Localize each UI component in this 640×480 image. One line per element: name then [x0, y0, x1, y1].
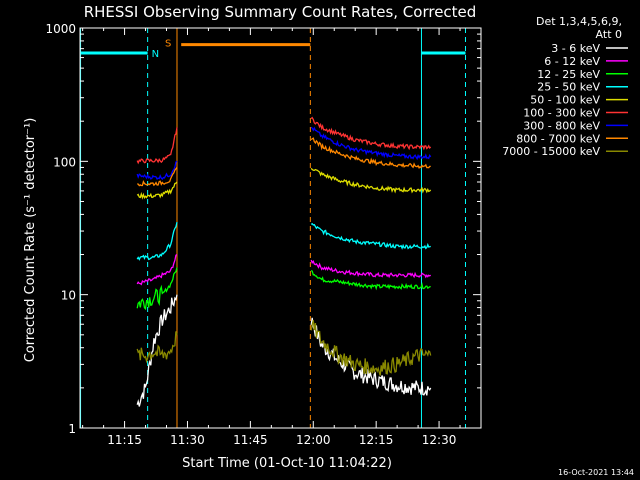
y-tick-label: 1000	[45, 22, 76, 36]
series-100-300keV	[136, 116, 432, 165]
x-axis-label: Start Time (01-Oct-10 11:04:22)	[182, 456, 392, 471]
footer-timestamp: 16-Oct-2021 13:44	[558, 468, 634, 477]
legend-header-line-1: Det 1,3,4,5,6,9,	[536, 15, 622, 28]
series-line	[310, 167, 432, 194]
series-line	[136, 294, 178, 407]
x-tick-label: 12:00	[296, 433, 331, 447]
legend-label: 25 - 50 keV	[537, 81, 600, 94]
series-line	[136, 267, 178, 311]
series-300-800keV	[136, 126, 432, 181]
series-line	[136, 331, 178, 364]
x-tick-label: 11:45	[233, 433, 268, 447]
legend-label: 800 - 7000 keV	[516, 132, 600, 145]
y-axis-label: Corrected Count Rate (s⁻¹ detector⁻¹)	[23, 118, 38, 363]
y-tick-label: 100	[53, 155, 76, 169]
series-25-50keV	[136, 221, 431, 261]
legend-label: 3 - 6 keV	[551, 42, 600, 55]
series-line	[310, 259, 432, 279]
legend-label: 12 - 25 keV	[537, 68, 600, 81]
x-tick-label: 11:15	[107, 433, 142, 447]
series-line	[310, 116, 432, 151]
legend-label: 50 - 100 keV	[530, 94, 600, 107]
series-12-25keV	[136, 267, 431, 311]
x-tick-label: 12:30	[422, 433, 457, 447]
series-800-7000keV	[137, 137, 431, 187]
legend-label: 7000 - 15000 keV	[502, 145, 600, 158]
x-tick-label: 11:30	[170, 433, 205, 447]
series-line	[136, 253, 178, 286]
series-line	[310, 320, 432, 376]
chart-title: RHESSI Observing Summary Count Rates, Co…	[84, 3, 477, 21]
series-50-100keV	[136, 167, 432, 200]
series-line	[136, 181, 178, 200]
legend-header-line-2: Att 0	[596, 28, 622, 41]
y-tick-label: 1	[68, 422, 76, 436]
series-line	[136, 160, 178, 181]
plot-frame	[79, 27, 482, 429]
series-line	[310, 269, 431, 291]
night-label: N	[152, 49, 159, 60]
series-6-12keV	[136, 253, 432, 286]
saa-label: S	[165, 39, 171, 50]
y-tick-label: 10	[61, 289, 76, 303]
series-line	[310, 126, 432, 161]
plot-area: NS	[80, 28, 466, 428]
axes: 11:15 11:30 11:45 12:00 12:15 12:30 1 10 100 1000	[45, 22, 482, 447]
series-7000-15000keV	[136, 320, 432, 376]
series-line	[136, 127, 178, 165]
legend-label: 100 - 300 keV	[523, 107, 600, 120]
x-tick-label: 12:15	[359, 433, 394, 447]
series-line	[310, 137, 431, 169]
legend-label: 6 - 12 keV	[544, 55, 600, 68]
series-line	[136, 221, 178, 261]
series-line	[137, 166, 178, 187]
series-line	[310, 222, 431, 250]
legend-label: 300 - 800 keV	[523, 119, 600, 132]
